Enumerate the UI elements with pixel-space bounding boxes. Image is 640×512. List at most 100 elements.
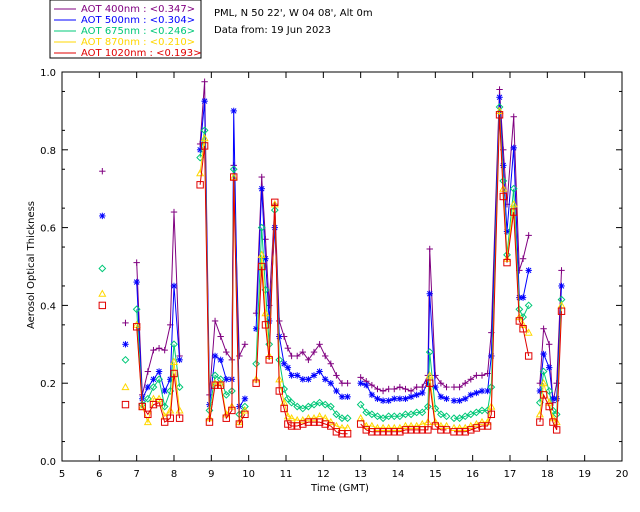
data-point: [442, 426, 451, 434]
data-point: [299, 348, 306, 356]
data-point: [477, 417, 487, 426]
data-point: [299, 420, 307, 428]
data-point: [241, 410, 249, 419]
data-point: [217, 333, 224, 340]
data-point: [539, 378, 548, 387]
data-point: [322, 352, 329, 360]
data-point: [418, 408, 427, 417]
data-point: [419, 383, 426, 391]
data-point: [379, 397, 387, 404]
data-point: [545, 402, 553, 411]
data-point: [390, 412, 399, 421]
data-point: [241, 341, 249, 348]
data-point: [473, 372, 480, 379]
data-point: [261, 308, 270, 317]
data-point: [455, 428, 464, 436]
data-point: [379, 423, 388, 431]
legend-label: AOT 1020nm : <0.193>: [81, 48, 201, 59]
data-point: [373, 412, 382, 421]
x-tick-label: 11: [280, 469, 293, 480]
data-point: [412, 421, 421, 430]
data-point: [500, 162, 507, 169]
data-point: [466, 421, 475, 430]
data-point: [211, 381, 219, 389]
legend-label: AOT 870nm : <0.210>: [81, 37, 195, 48]
series-line: [539, 285, 562, 400]
data-point: [402, 385, 409, 393]
axes: [61, 71, 623, 462]
data-point: [326, 417, 335, 426]
data-point: [519, 325, 527, 333]
data-point: [437, 393, 445, 401]
data-point: [333, 387, 340, 395]
data-point: [169, 357, 179, 365]
data-point: [280, 404, 288, 413]
data-point: [200, 126, 209, 135]
data-point: [284, 344, 292, 352]
data-point: [487, 410, 496, 419]
x-tick-label: 17: [504, 469, 517, 480]
data-point: [293, 402, 302, 411]
data-point: [396, 383, 404, 391]
data-point: [558, 267, 565, 274]
data-point: [200, 142, 209, 150]
y-tick-label: 1.0: [40, 68, 56, 79]
data-point: [240, 406, 249, 414]
data-point: [201, 78, 208, 85]
data-point: [236, 352, 243, 360]
data-point: [384, 412, 393, 421]
data-point: [327, 360, 334, 367]
data-point: [299, 376, 306, 383]
data-point: [170, 208, 178, 216]
data-point: [284, 364, 292, 371]
data-point: [503, 258, 511, 267]
data-point: [356, 400, 365, 409]
data-point: [455, 414, 464, 423]
data-point: [321, 420, 329, 428]
data-point: [310, 400, 318, 409]
data-point: [461, 412, 470, 421]
data-point: [545, 387, 554, 395]
data-point: [161, 346, 168, 354]
data-point: [211, 352, 219, 360]
data-point: [483, 422, 492, 430]
station-info: PML, N 50 22', W 04 08', Alt 0m: [214, 8, 373, 19]
data-point: [402, 395, 409, 402]
data-point: [241, 395, 249, 402]
data-point: [467, 391, 474, 399]
data-point: [176, 356, 183, 364]
data-point: [443, 395, 450, 402]
data-point: [271, 198, 279, 207]
data-point: [287, 413, 296, 422]
data-point: [155, 375, 163, 384]
data-point: [374, 385, 381, 393]
data-point: [412, 408, 421, 417]
data-point: [488, 352, 495, 360]
data-point: [401, 410, 410, 419]
data-point: [461, 423, 470, 431]
data-point: [395, 412, 404, 421]
data-point: [344, 393, 351, 401]
data-point: [283, 394, 292, 403]
data-point: [284, 420, 292, 428]
data-point: [509, 184, 518, 193]
x-tick-label: 15: [429, 469, 442, 480]
data-point: [396, 428, 404, 436]
data-point: [412, 426, 421, 434]
data-point: [326, 402, 335, 411]
data-point: [401, 426, 410, 434]
data-point: [431, 422, 440, 430]
data-point: [495, 111, 504, 119]
data-point: [144, 383, 152, 391]
plot-frame: [61, 71, 623, 462]
data-point: [437, 380, 445, 387]
data-point: [442, 421, 451, 430]
data-point: [462, 380, 469, 387]
data-point: [298, 404, 307, 413]
y-tick-label: 0.6: [40, 224, 56, 235]
data-point: [367, 410, 376, 419]
data-point: [509, 200, 518, 208]
data-point: [211, 317, 219, 325]
series-line: [199, 145, 246, 426]
data-point: [374, 395, 381, 402]
